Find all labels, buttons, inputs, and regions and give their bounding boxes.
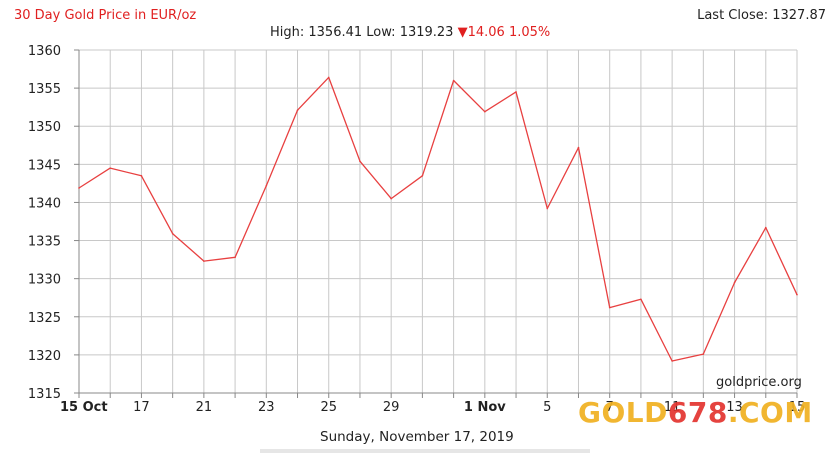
x-tick-label: 5 xyxy=(543,400,551,415)
chart-title: 30 Day Gold Price in EUR/oz xyxy=(14,8,197,23)
data-point xyxy=(484,110,486,113)
y-tick-label: 1330 xyxy=(28,273,61,288)
x-tick-label: 15 xyxy=(789,400,806,415)
data-point xyxy=(577,146,580,149)
low-value: Low: 1319.23 xyxy=(366,25,454,40)
y-tick-label: 1350 xyxy=(28,120,61,135)
chart-grid xyxy=(78,49,798,394)
x-tick-label: 25 xyxy=(320,400,337,415)
data-point xyxy=(796,293,798,296)
data-point xyxy=(640,298,642,301)
x-tick-label: 23 xyxy=(258,400,275,415)
data-point xyxy=(702,353,705,355)
bottom-divider xyxy=(260,449,590,453)
high-value: High: 1356.41 xyxy=(270,25,363,40)
series-line xyxy=(78,76,798,362)
x-tick-label: 11 xyxy=(664,400,681,415)
data-point xyxy=(296,109,299,112)
y-tick-label: 1315 xyxy=(28,387,61,402)
data-point xyxy=(671,360,673,362)
chart-date: Sunday, November 17, 2019 xyxy=(320,429,514,445)
data-point xyxy=(140,174,143,177)
change-value: 14.06 xyxy=(467,25,505,40)
data-point xyxy=(234,256,236,259)
source-credit: goldprice.org xyxy=(716,375,802,390)
last-close-label: Last Close: 1327.87 xyxy=(697,8,826,23)
data-point xyxy=(608,306,611,309)
y-tick-label: 1340 xyxy=(28,196,61,211)
data-point xyxy=(515,91,517,93)
data-point xyxy=(203,260,205,262)
data-point xyxy=(327,76,330,79)
data-point xyxy=(171,232,174,235)
x-tick-label: 7 xyxy=(606,400,614,415)
x-axis-ticks: 15 Oct 17 21 23 25 29 1 Nov 5 7 11 13 15 xyxy=(60,393,805,415)
y-tick-label: 1360 xyxy=(28,44,61,59)
change-percent: 1.05% xyxy=(508,25,551,40)
price-stats: High: 1356.41 Low: 1319.23 ▼14.06 1.05% xyxy=(270,25,550,40)
data-point xyxy=(109,167,112,169)
data-point xyxy=(421,174,424,177)
y-tick-label: 1325 xyxy=(28,311,61,326)
data-point xyxy=(78,187,80,189)
brand-watermark: GOLD678.COM xyxy=(578,396,813,429)
x-tick-label: 17 xyxy=(133,400,150,415)
data-point xyxy=(452,79,455,82)
x-tick-label: 29 xyxy=(383,400,400,415)
data-point xyxy=(359,160,361,163)
y-tick-label: 1335 xyxy=(28,235,61,250)
y-axis-ticks: 1360 1355 1350 1345 1340 1335 1330 1325 1320 1315 xyxy=(28,44,79,402)
data-point xyxy=(733,281,736,284)
y-tick-label: 1355 xyxy=(28,82,61,97)
data-point xyxy=(390,197,392,200)
x-tick-label: 13 xyxy=(726,400,743,415)
data-point xyxy=(265,184,268,187)
change-down-icon: ▼ xyxy=(457,25,468,40)
x-tick-label: 15 Oct xyxy=(60,400,108,415)
data-point xyxy=(546,207,549,210)
chart-axes xyxy=(78,50,797,394)
y-tick-label: 1320 xyxy=(28,349,61,364)
x-tick-label: 1 Nov xyxy=(464,400,506,415)
data-point xyxy=(764,226,767,229)
y-tick-label: 1345 xyxy=(28,158,61,173)
x-tick-label: 21 xyxy=(196,400,213,415)
series-group xyxy=(78,76,798,362)
